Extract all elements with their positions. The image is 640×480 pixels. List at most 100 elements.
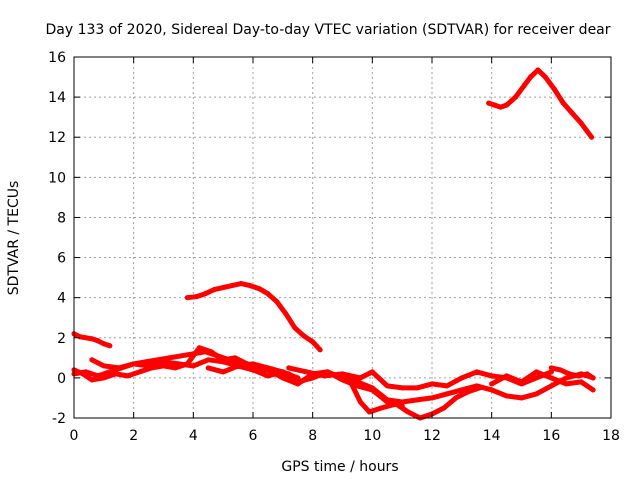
data-point <box>101 375 107 381</box>
y-tick-label: 10 <box>48 170 66 186</box>
data-point <box>286 365 292 371</box>
data-point <box>492 102 498 108</box>
data-point <box>166 355 172 361</box>
y-tick-label: 4 <box>57 291 66 307</box>
data-point <box>208 349 214 355</box>
data-point <box>175 361 181 367</box>
x-tick-label: 4 <box>189 428 198 444</box>
data-point <box>527 74 533 80</box>
data-point <box>340 375 345 381</box>
data-point <box>459 387 465 393</box>
data-point <box>202 291 208 297</box>
data-point <box>283 311 289 317</box>
data-point <box>566 371 572 377</box>
x-tick-label: 12 <box>423 428 441 444</box>
data-point <box>378 405 384 411</box>
y-tick-label: 14 <box>48 90 66 106</box>
data-point <box>578 379 584 385</box>
data-point <box>533 391 539 397</box>
data-point <box>548 375 554 381</box>
data-point <box>101 341 107 347</box>
data-point <box>405 409 411 415</box>
data-point <box>211 287 217 293</box>
y-tick-label: 0 <box>57 371 66 387</box>
data-point <box>414 385 420 391</box>
data-point <box>146 363 152 369</box>
data-point <box>578 120 584 126</box>
chart-title: Day 133 of 2020, Sidereal Day-to-day VTE… <box>45 22 610 38</box>
data-point <box>590 387 596 393</box>
data-point <box>489 373 495 379</box>
data-point <box>589 134 595 140</box>
series-line <box>184 281 323 353</box>
data-point <box>504 102 510 108</box>
data-point <box>295 381 301 387</box>
data-point <box>274 299 280 305</box>
series-arc-low-9 <box>489 369 596 393</box>
x-tick-label: 18 <box>602 428 620 444</box>
data-point <box>533 375 539 381</box>
data-point <box>83 335 89 341</box>
data-point <box>184 295 190 301</box>
data-point <box>317 347 323 353</box>
data-point <box>125 373 131 379</box>
data-point <box>229 283 235 289</box>
data-point <box>489 387 495 393</box>
plot-frame <box>73 56 612 419</box>
x-tick-label: 16 <box>542 428 560 444</box>
data-point <box>256 286 262 292</box>
data-point <box>238 281 244 287</box>
y-tick-label: 12 <box>48 130 66 146</box>
series-layer <box>71 67 596 421</box>
data-point <box>548 383 554 389</box>
data-point <box>584 371 590 377</box>
data-point <box>77 334 83 340</box>
series-arc-low-10 <box>548 365 596 381</box>
x-tick-label: 14 <box>483 428 501 444</box>
data-point <box>453 395 459 401</box>
data-point <box>399 385 405 391</box>
data-point <box>560 100 566 106</box>
data-point <box>459 375 465 381</box>
data-point <box>590 375 596 381</box>
data-point <box>310 339 316 345</box>
y-tick-label: -2 <box>52 411 66 427</box>
data-point <box>504 373 510 379</box>
data-point <box>220 285 226 291</box>
data-point <box>232 355 238 361</box>
data-point <box>113 371 119 377</box>
data-point <box>429 395 435 401</box>
data-point <box>220 359 226 365</box>
data-point <box>513 94 519 100</box>
data-point <box>89 377 95 383</box>
data-point <box>399 399 405 405</box>
data-point <box>265 291 271 297</box>
data-point <box>280 375 286 381</box>
data-point <box>89 336 95 342</box>
data-point <box>519 379 524 385</box>
series-arc-low-1 <box>71 331 113 349</box>
data-point <box>474 383 480 389</box>
data-point <box>107 343 113 349</box>
data-point <box>265 367 271 373</box>
data-point <box>292 325 298 331</box>
x-tick-label: 0 <box>70 428 79 444</box>
x-axis-title: GPS time / hours <box>281 459 398 475</box>
data-point <box>322 373 328 379</box>
data-point <box>429 381 435 387</box>
y-axis-title: SDTVAR / TECUs <box>6 181 22 296</box>
x-tick-label: 8 <box>308 428 317 444</box>
data-point <box>519 395 524 401</box>
data-point <box>535 67 541 73</box>
data-point <box>444 391 450 397</box>
data-point <box>563 375 569 381</box>
data-point <box>486 100 492 106</box>
data-point <box>193 294 199 300</box>
data-point <box>414 397 420 403</box>
data-point <box>489 381 495 387</box>
data-point <box>301 333 307 339</box>
data-point <box>542 74 548 80</box>
data-point <box>101 363 107 369</box>
series-arc-mid <box>184 281 323 353</box>
